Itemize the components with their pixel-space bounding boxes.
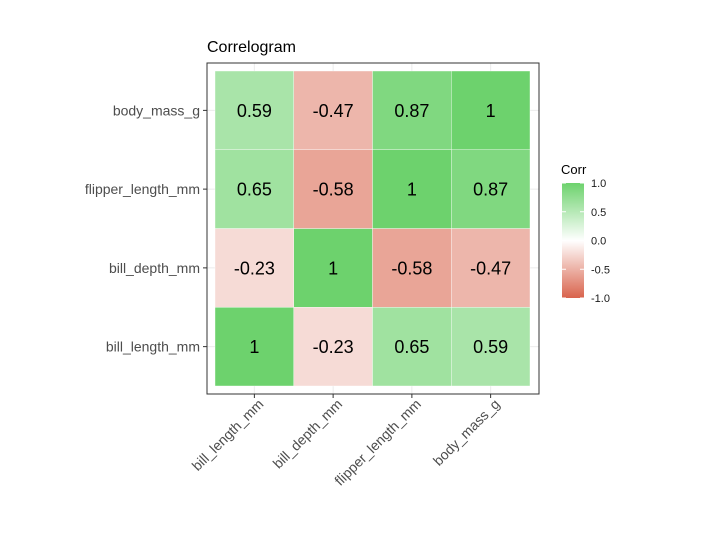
legend-tick-label: 1.0	[591, 178, 606, 190]
heatmap-tile	[293, 228, 373, 308]
legend-tick-label: 0.0	[591, 236, 606, 248]
heatmap-tile	[372, 149, 452, 229]
tile-value-labels: 1 -0.23 0.65 0.59 -0.23 1 -0.58 -0.47 0.65 -0.58 1…	[234, 101, 511, 357]
tile-value-label: -0.58	[391, 258, 432, 278]
y-axis-tick-label: flipper_length_mm	[85, 181, 200, 197]
x-axis-tick-label: bill_length_mm	[189, 396, 267, 474]
tile-value-label: -0.23	[234, 258, 275, 278]
x-axis: bill_length_mm bill_depth_mmflipper_lengt…	[189, 394, 503, 489]
tile-value-label: -0.47	[313, 101, 354, 121]
legend-color-bar	[562, 183, 584, 298]
heatmap-tile	[293, 149, 373, 229]
tile-value-label: -0.23	[313, 337, 354, 357]
heatmap-tile	[214, 307, 294, 387]
heatmap-tile	[214, 228, 294, 308]
heatmap-tile	[451, 149, 531, 229]
heatmap-tile	[372, 228, 452, 308]
color-legend: Corr 1.0 0.5 0.0 -0.5 -1.0	[561, 162, 610, 305]
legend-tick-label: 0.5	[591, 207, 606, 219]
legend-tick-label: -1.0	[591, 293, 610, 305]
x-axis-tick-label: flipper_length_mm	[331, 396, 424, 489]
y-axis-tick-label: bill_length_mm	[106, 339, 200, 355]
legend-title: Corr	[561, 162, 587, 177]
tile-value-label: 1	[249, 337, 259, 357]
tile-value-label: -0.58	[313, 180, 354, 200]
tile-value-label: 1	[486, 101, 496, 121]
x-axis-tick-label: bill_depth_mm	[270, 396, 346, 472]
chart-title: Correlogram	[207, 39, 296, 56]
heatmap-tiles	[214, 70, 531, 387]
heatmap-tile	[293, 307, 373, 387]
tile-value-label: 0.87	[394, 101, 429, 121]
legend-tick-label: -0.5	[591, 264, 610, 276]
tile-value-label: 0.87	[473, 180, 508, 200]
heatmap-tile	[214, 70, 294, 150]
tile-value-label: -0.47	[470, 258, 511, 278]
tile-value-label: 0.59	[473, 337, 508, 357]
tile-value-label: 0.65	[237, 180, 272, 200]
y-axis-tick-label: body_mass_g	[113, 102, 200, 118]
x-axis-tick-label: body_mass_g	[430, 396, 503, 469]
heatmap-tile	[451, 307, 531, 387]
tile-value-label: 0.65	[394, 337, 429, 357]
panel-border	[206, 62, 540, 395]
y-axis: bill_length_mm bill_depth_mm flipper_lengt…	[85, 102, 207, 355]
heatmap-tile	[451, 70, 531, 150]
tile-value-label: 1	[407, 180, 417, 200]
heatmap-tile	[372, 70, 452, 150]
heatmap-tile	[372, 307, 452, 387]
tile-value-label: 0.59	[237, 101, 272, 121]
heatmap-tile	[214, 149, 294, 229]
y-axis-tick-label: bill_depth_mm	[109, 260, 200, 276]
heatmap-tile	[451, 228, 531, 308]
tile-value-label: 1	[328, 258, 338, 278]
heatmap-tile	[293, 70, 373, 150]
